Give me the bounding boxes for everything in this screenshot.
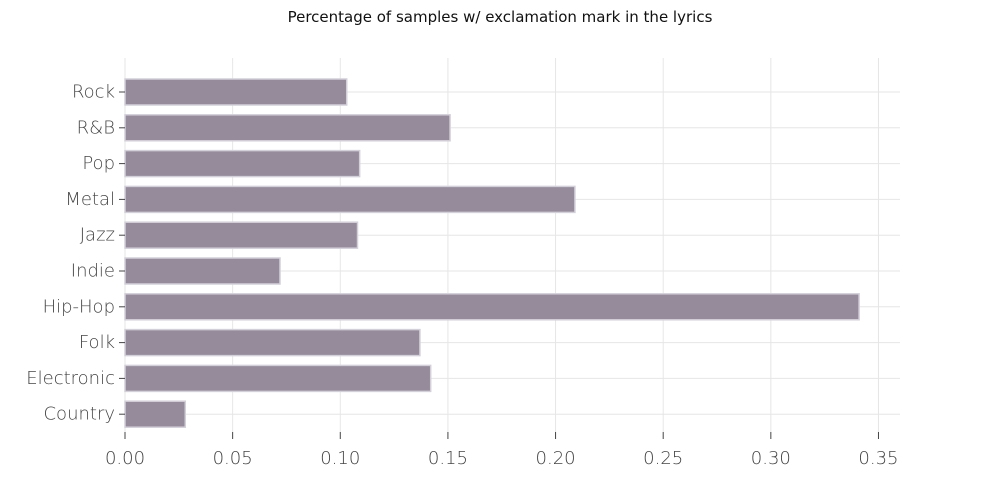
x-tick-label: 0.35	[858, 448, 898, 469]
bar-hip-hop	[124, 293, 860, 321]
y-tick-label: R&B	[77, 117, 115, 138]
y-tick-label: Electronic	[26, 368, 115, 389]
x-tick-label: 0.10	[320, 448, 360, 469]
y-tick-label: Folk	[79, 332, 115, 353]
y-axis: Rock R&B Pop Metal Jazz Indie Hip-Hop Folk Elect…	[26, 82, 125, 425]
bar-metal	[124, 185, 576, 214]
bar-r-b	[124, 114, 451, 142]
y-tick-label: Metal	[65, 189, 115, 210]
x-tick-label: 0.00	[105, 448, 145, 469]
y-tick-label: Pop	[82, 153, 115, 174]
chart-title: Percentage of samples w/ exclamation mar…	[287, 8, 713, 26]
bar-jazz	[124, 221, 359, 249]
bar-indie	[124, 257, 281, 285]
y-tick-label: Country	[43, 404, 115, 425]
x-tick-label: 0.15	[428, 448, 468, 469]
y-tick-label: Jazz	[80, 225, 115, 246]
bar-country	[124, 400, 187, 428]
y-tick-label: Hip-Hop	[43, 296, 115, 317]
bars	[124, 78, 860, 428]
y-tick-label: Rock	[72, 82, 115, 103]
bar-electronic	[124, 364, 432, 393]
x-axis: 0.00 0.05 0.10 0.15 0.20 0.25 0.30 0.35	[105, 432, 899, 469]
x-tick-label: 0.30	[751, 448, 791, 469]
x-tick-label: 0.20	[536, 448, 576, 469]
bar-pop	[124, 149, 361, 178]
x-tick-label: 0.05	[213, 448, 253, 469]
bar-folk	[124, 328, 421, 357]
y-tick-label: Indie	[71, 261, 115, 282]
bar-rock	[124, 78, 348, 106]
x-tick-label: 0.25	[643, 448, 683, 469]
